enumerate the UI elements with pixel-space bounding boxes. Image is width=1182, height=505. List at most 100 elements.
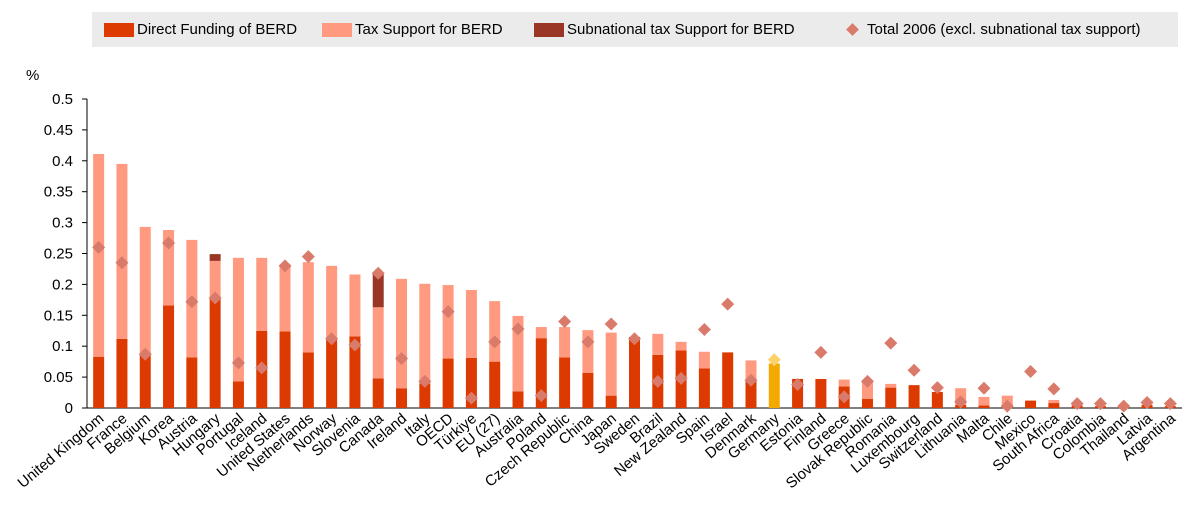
bar-segment-direct bbox=[489, 361, 501, 408]
total-2006-marker bbox=[395, 352, 409, 366]
markers bbox=[92, 236, 1177, 413]
bar-segment-direct bbox=[372, 378, 384, 408]
bar-segment-tax bbox=[349, 274, 361, 337]
y-tick-label: 0.15 bbox=[44, 307, 73, 324]
total-2006-marker bbox=[115, 256, 129, 270]
total-2006-marker bbox=[767, 353, 781, 367]
total-2006-marker bbox=[674, 371, 688, 385]
bar-segment-tax bbox=[885, 383, 897, 388]
total-2006-marker bbox=[511, 322, 525, 336]
total-2006-marker bbox=[278, 259, 292, 273]
bar-segment-tax bbox=[163, 230, 175, 306]
total-2006-marker bbox=[325, 332, 339, 346]
bar-segment-direct bbox=[815, 378, 827, 408]
bar-segment-tax bbox=[302, 262, 314, 353]
legend-swatch-subnational-tax bbox=[534, 22, 564, 37]
y-axis: 0 0.05 0.1 0.15 0.2 0.25 0.3 0.35 0.4 0.45 0.5 bbox=[44, 91, 1182, 417]
y-tick-label: 0 bbox=[65, 400, 73, 417]
legend-swatch-tax-support bbox=[322, 22, 352, 37]
legend: Direct Funding of BERD Tax Support for B… bbox=[92, 12, 1178, 47]
bar-segment-direct bbox=[419, 383, 431, 408]
total-2006-marker bbox=[697, 323, 711, 337]
total-2006-marker bbox=[371, 266, 385, 280]
bar-segment-direct bbox=[559, 357, 571, 408]
y-tick-label: 0.45 bbox=[44, 122, 73, 139]
bar-segment-tax bbox=[1048, 399, 1060, 404]
total-2006-marker bbox=[441, 305, 455, 319]
bar-segment-direct bbox=[442, 358, 454, 408]
bar-segment-tax bbox=[232, 257, 244, 382]
bar-segment-direct bbox=[978, 405, 990, 408]
total-2006-marker bbox=[930, 381, 944, 395]
bar-segment-direct bbox=[582, 372, 594, 408]
total-2006-marker bbox=[581, 335, 595, 349]
total-2006-marker bbox=[884, 336, 898, 350]
bar-segment-tax bbox=[419, 283, 431, 384]
bar-segment-tax bbox=[745, 360, 757, 381]
bar-segment-direct bbox=[326, 340, 338, 408]
bar-segment-direct bbox=[465, 357, 477, 408]
y-tick-label: 0.35 bbox=[44, 184, 73, 201]
total-2006-marker bbox=[1000, 399, 1014, 413]
bar-segment-tax bbox=[93, 154, 105, 357]
total-2006-marker bbox=[185, 295, 199, 309]
bar-segment-tax bbox=[652, 333, 664, 355]
total-2006-marker bbox=[954, 395, 968, 409]
legend-label-total-2006: Total 2006 (excl. subnational tax suppor… bbox=[867, 21, 1141, 38]
bar-segment-tax bbox=[279, 265, 291, 332]
bar-segment-direct bbox=[209, 296, 221, 408]
bar-segment-direct bbox=[139, 355, 151, 408]
bar-segment-tax bbox=[116, 163, 128, 339]
bar-segment-tax bbox=[675, 341, 687, 351]
total-2006-marker bbox=[977, 381, 991, 395]
bar-segment-subnational bbox=[372, 273, 384, 308]
total-2006-marker bbox=[1024, 365, 1038, 379]
y-tick-label: 0.1 bbox=[52, 338, 73, 355]
bar-segment-direct bbox=[698, 368, 710, 408]
bar-segment-direct bbox=[163, 305, 175, 408]
total-2006-marker bbox=[1140, 395, 1154, 409]
bar-segment-tax bbox=[605, 332, 617, 396]
total-2006-marker bbox=[348, 338, 362, 352]
total-2006-marker bbox=[744, 373, 758, 387]
bar-segment-direct bbox=[512, 391, 524, 408]
legend-swatch-direct-funding bbox=[104, 22, 134, 37]
bar-segment-tax bbox=[465, 289, 477, 358]
total-2006-marker bbox=[837, 390, 851, 404]
total-2006-marker bbox=[791, 378, 805, 392]
total-2006-marker bbox=[534, 389, 548, 403]
bar-segment-tax bbox=[978, 396, 990, 406]
total-2006-marker bbox=[558, 314, 572, 328]
y-tick-label: 0.4 bbox=[52, 153, 73, 170]
bar-segment-direct bbox=[93, 356, 105, 408]
bar-segment-direct bbox=[396, 388, 408, 408]
bar-segment-tax bbox=[861, 382, 873, 399]
legend-item-subnational-tax: Subnational tax Support for BERD bbox=[534, 12, 795, 47]
bar-segment-tax bbox=[372, 307, 384, 379]
bar-segment-direct bbox=[768, 363, 780, 408]
bar-segment-direct bbox=[116, 338, 128, 408]
total-2006-marker bbox=[1117, 399, 1131, 413]
legend-label-subnational-tax: Subnational tax Support for BERD bbox=[567, 21, 795, 38]
total-2006-marker bbox=[464, 391, 478, 405]
legend-item-tax-support: Tax Support for BERD bbox=[322, 12, 503, 47]
total-2006-marker bbox=[162, 236, 176, 250]
y-tick-label: 0.2 bbox=[52, 276, 73, 293]
total-2006-marker bbox=[651, 374, 665, 388]
bar-segment-direct bbox=[629, 336, 640, 408]
bar-segment-direct bbox=[349, 336, 361, 408]
bar-segment-direct bbox=[232, 381, 244, 408]
y-tick-label: 0.05 bbox=[44, 369, 73, 386]
bar-segment-direct bbox=[302, 352, 314, 408]
bar-segment-tax bbox=[326, 265, 338, 341]
x-axis-labels: United KingdomFranceBelgiumKoreaAustriaH… bbox=[15, 410, 1180, 493]
y-axis-unit-label: % bbox=[26, 67, 39, 84]
bar-segment-tax bbox=[209, 260, 221, 297]
total-2006-marker bbox=[418, 374, 432, 388]
bar-segment-direct bbox=[186, 357, 198, 408]
y-tick-label: 0.3 bbox=[52, 215, 73, 232]
bar-segment-tax bbox=[582, 330, 594, 373]
total-2006-marker bbox=[1163, 397, 1177, 411]
total-2006-marker bbox=[208, 291, 222, 305]
